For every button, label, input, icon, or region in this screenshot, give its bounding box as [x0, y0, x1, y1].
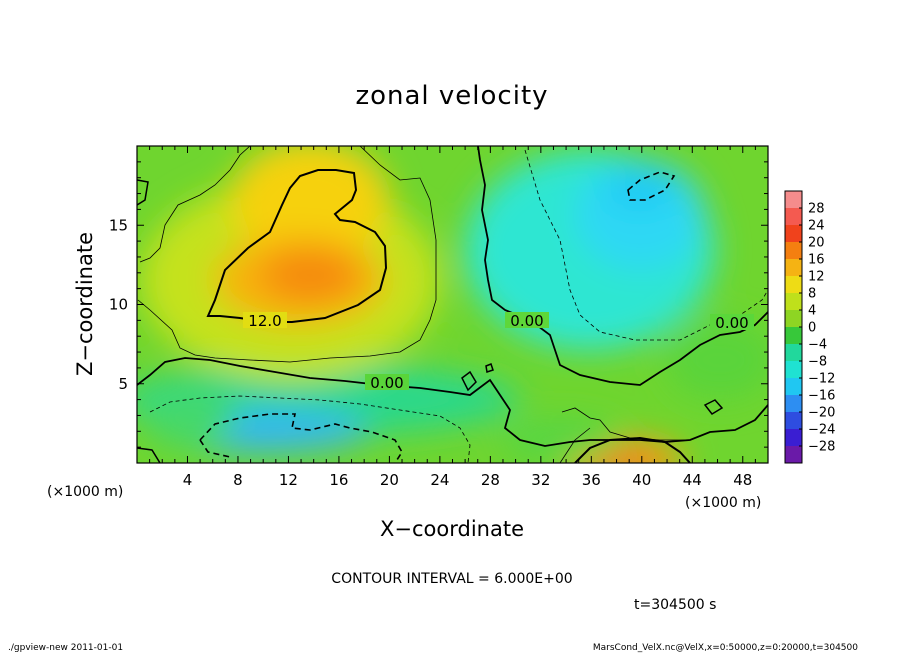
colorbar-label: 16 — [808, 253, 825, 268]
colorbar-label: 8 — [808, 287, 816, 302]
chart-title: zonal velocity — [355, 81, 548, 111]
x-tick-label: 40 — [632, 471, 651, 489]
contour-interval: CONTOUR INTERVAL = 6.000E+00 — [331, 571, 572, 587]
contour-minus12-upper — [627, 171, 676, 201]
colorbar-swatch — [785, 429, 802, 446]
contour-label: 0.00 — [370, 374, 403, 392]
contour-12 — [206, 169, 388, 323]
colorbar-swatch — [785, 208, 802, 225]
x-tick-label: 20 — [380, 471, 399, 489]
contour-0-corner — [137, 179, 161, 463]
contour-lines — [137, 146, 768, 463]
colorbar-label: 28 — [808, 202, 825, 217]
colorbar-label: −24 — [808, 423, 835, 438]
x-tick-label: 16 — [329, 471, 348, 489]
colorbar-swatch — [785, 276, 802, 293]
colorbar-swatch — [785, 395, 802, 412]
contour-0-upper — [477, 146, 768, 386]
y-tick-labels: 5 10 15 — [109, 216, 128, 393]
colorbar-swatch — [785, 327, 802, 344]
x-tick-label: 28 — [481, 471, 500, 489]
colorbar-label: −16 — [808, 389, 835, 404]
colorbar-label: −8 — [808, 355, 827, 370]
colorbar-swatch — [785, 191, 802, 208]
x-unit-right: (×1000 m) — [685, 495, 761, 511]
plot-area: 12.0 0.00 0.00 0.00 — [137, 146, 768, 463]
contour-6 — [137, 146, 437, 363]
time-label: t=304500 s — [634, 597, 716, 613]
footer-right: MarsCond_VelX.nc@VelX,x=0:50000,z=0:2000… — [593, 643, 858, 653]
y-axis-label: Z−coordinate — [73, 232, 97, 376]
colorbar-swatch — [785, 344, 802, 361]
colorbar-swatch — [785, 259, 802, 276]
x-tick-label: 24 — [430, 471, 449, 489]
contour-minus6-upper — [524, 149, 768, 341]
contour-12-lower — [574, 436, 691, 463]
x-tick-label: 44 — [683, 471, 702, 489]
colorbar: 28 24 20 16 12 8 4 0 −4 −8 −12 −16 −20 −24 −28 — [784, 190, 835, 464]
colorbar-swatch — [785, 310, 802, 327]
x-ticks — [136, 146, 769, 463]
y-tick-label: 5 — [118, 375, 128, 393]
colorbar-swatch — [785, 378, 802, 395]
x-tick-labels: 4 8 12 16 20 24 28 32 36 40 44 48 — [183, 471, 753, 489]
y-tick-label: 15 — [109, 216, 128, 234]
contour-minus6-lower — [149, 395, 471, 463]
colorbar-label: 12 — [808, 270, 825, 285]
x-unit-left: (×1000 m) — [47, 484, 123, 500]
colorbar-label: −12 — [808, 372, 835, 387]
contour-label: 12.0 — [248, 312, 281, 330]
colorbar-label: −28 — [808, 440, 835, 455]
colorbar-label: −20 — [808, 406, 835, 421]
y-ticks — [137, 145, 768, 464]
colorbar-swatch — [785, 412, 802, 429]
colorbar-swatch — [785, 293, 802, 310]
contour-label: 0.00 — [510, 312, 543, 330]
footer-left: ./gpview-new 2011-01-01 — [8, 643, 123, 653]
colorbar-label: 4 — [808, 304, 816, 319]
contour-label: 0.00 — [715, 314, 748, 332]
x-tick-label: 48 — [733, 471, 752, 489]
colorbar-label: −4 — [808, 338, 827, 353]
x-tick-label: 36 — [582, 471, 601, 489]
contour-label-layer: 12.0 0.00 0.00 0.00 — [243, 312, 754, 392]
x-tick-label: 12 — [279, 471, 298, 489]
colorbar-swatch — [785, 446, 802, 463]
colorbar-label: 20 — [808, 236, 825, 251]
colorbar-swatch — [785, 225, 802, 242]
contour-0-lower — [137, 357, 768, 447]
contour-0-small — [461, 363, 724, 415]
contour-minus12-lower — [199, 413, 403, 463]
colorbar-swatch — [785, 361, 802, 378]
x-tick-label: 32 — [531, 471, 550, 489]
x-tick-label: 8 — [233, 471, 243, 489]
colorbar-swatch — [785, 242, 802, 259]
x-axis-label: X−coordinate — [380, 517, 524, 541]
colorbar-label: 0 — [808, 321, 816, 336]
field-blobs — [137, 146, 768, 463]
colorbar-label: 24 — [808, 219, 825, 234]
x-tick-label: 4 — [183, 471, 193, 489]
y-tick-label: 10 — [109, 296, 128, 314]
